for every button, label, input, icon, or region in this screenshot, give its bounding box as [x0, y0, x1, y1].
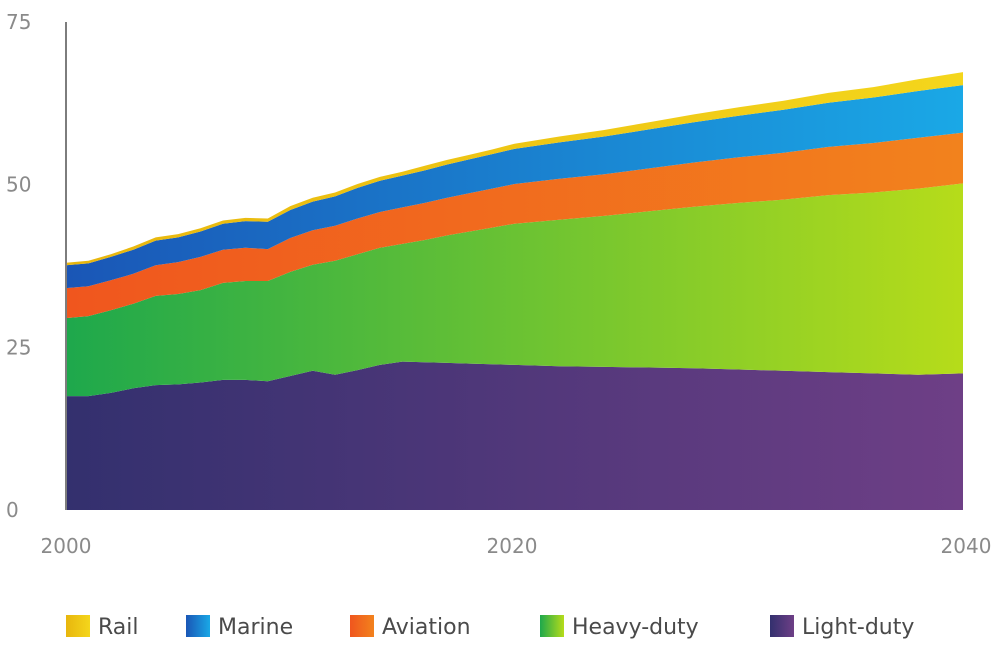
area-aviation — [66, 132, 963, 319]
legend: Rail Marine Aviation Heavy-duty Light-duty — [66, 615, 914, 640]
y-tick-label: 25 — [6, 335, 31, 359]
legend-swatch — [186, 615, 210, 637]
legend-swatch — [540, 615, 564, 637]
legend-item-rail: Rail — [66, 615, 139, 640]
legend-item-marine: Marine — [186, 615, 293, 640]
legend-item-light-duty: Light-duty — [770, 615, 914, 640]
y-tick-label: 75 — [6, 10, 31, 34]
legend-label: Aviation — [382, 615, 471, 640]
x-axis-ticks: 2000 2020 2040 — [41, 534, 992, 558]
y-tick-label: 0 — [6, 498, 19, 522]
area-marine — [66, 85, 963, 289]
legend-swatch — [770, 615, 794, 637]
legend-label: Rail — [98, 615, 139, 640]
x-tick-label: 2020 — [487, 534, 538, 558]
legend-swatch — [66, 615, 90, 637]
y-tick-label: 50 — [6, 173, 31, 197]
x-tick-label: 2040 — [941, 534, 992, 558]
area-rail — [66, 72, 963, 266]
x-tick-label: 2000 — [41, 534, 92, 558]
legend-swatch — [350, 615, 374, 637]
chart-areas — [66, 72, 963, 510]
area-heavy-duty — [66, 183, 963, 397]
legend-item-aviation: Aviation — [350, 615, 471, 640]
legend-item-heavy-duty: Heavy-duty — [540, 615, 699, 640]
area-light-duty — [66, 361, 963, 510]
legend-label: Marine — [218, 615, 293, 640]
legend-label: Light-duty — [802, 615, 914, 640]
y-axis-ticks: 0 25 50 75 — [6, 10, 31, 522]
legend-label: Heavy-duty — [572, 615, 699, 640]
